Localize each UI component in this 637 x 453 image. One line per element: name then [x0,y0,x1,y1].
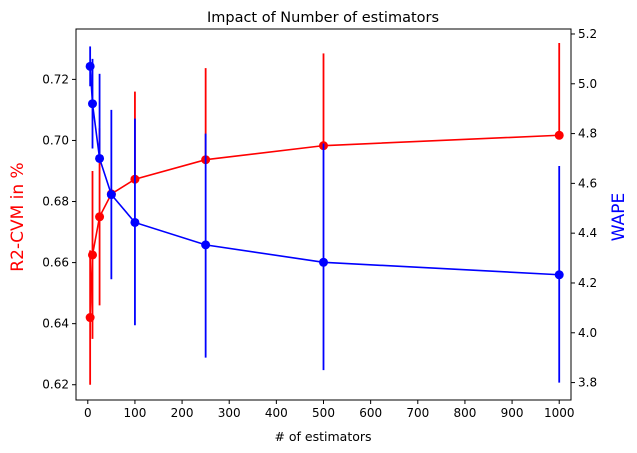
x-axis-label: # of estimators [274,429,371,444]
right-y-tick-label: 4.4 [578,226,597,240]
left-y-tick-label: 0.64 [42,317,69,331]
x-tick-label: 500 [312,406,335,420]
right-y-tick-label: 4.8 [578,127,597,141]
x-tick-label: 900 [501,406,524,420]
data-point [88,250,97,260]
x-tick-label: 700 [406,406,429,420]
left-axis-label: R2-CVM in % [8,162,28,271]
data-point [319,257,328,267]
data-point [201,240,211,250]
x-tick-label: 300 [218,406,241,420]
series-line [89,134,560,318]
right-axis-label: WAPE [609,193,629,242]
right-y-tick-label: 5.0 [578,77,597,91]
x-tick-label: 100 [123,406,146,420]
data-point [554,130,564,140]
left-y-tick-label: 0.70 [42,133,69,147]
x-tick-label: 600 [359,406,382,420]
x-tick-label: 400 [265,406,288,420]
data-point [130,217,140,227]
plot-area [85,43,564,385]
x-tick-label: 1000 [544,406,575,420]
right-y-tick-label: 5.2 [578,27,597,41]
right-y-tick-label: 3.8 [578,376,597,390]
series-right [85,46,564,383]
data-point [85,61,95,71]
data-point [554,270,564,280]
left-y-tick-label: 0.68 [42,195,69,209]
data-point [88,99,97,109]
right-y-tick-label: 4.0 [578,326,597,340]
data-point [95,212,105,222]
data-point [85,313,95,323]
left-y-tick-label: 0.72 [42,72,69,86]
axes: 0 100 200 300 400 500 600 700 800 900 1000 0.62 0.64… [42,27,597,420]
x-tick-label: 0 [84,406,92,420]
x-tick-label: 200 [171,406,194,420]
left-y-tick-label: 0.66 [42,256,69,270]
data-point [106,190,116,200]
x-tick-label: 800 [453,406,476,420]
series-line [89,66,560,276]
right-y-tick-label: 4.6 [578,176,597,190]
right-y-tick-label: 4.2 [578,276,597,290]
data-point [95,153,105,163]
left-y-tick-label: 0.62 [42,378,69,392]
chart-title: Impact of Number of estimators [207,10,439,26]
